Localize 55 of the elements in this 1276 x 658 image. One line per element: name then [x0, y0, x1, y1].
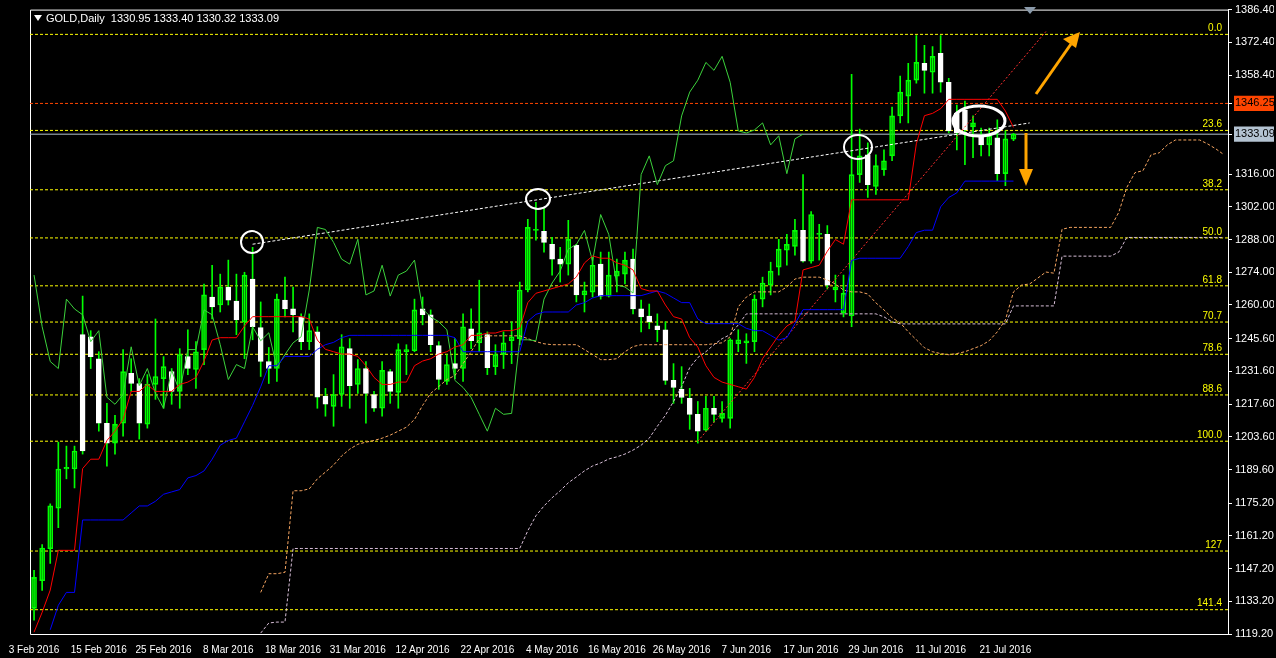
x-tick-label: 11 Jul 2016: [915, 643, 967, 655]
y-tick-label: 1333.09: [1235, 127, 1275, 140]
annotation: 127: [1205, 538, 1223, 550]
annotation: 0.0: [1208, 22, 1223, 34]
x-tick-label: 16 May 2016: [587, 643, 647, 655]
x-tick-label: 31 Mar 2016: [329, 643, 387, 655]
annotation: 100.0: [1196, 428, 1223, 440]
annotation: 78.6: [1202, 342, 1223, 354]
x-tick-label: 3 Feb 2016: [8, 643, 60, 655]
chart-title: GOLD,Daily 1330.95 1333.40 1330.32 1333.09: [46, 12, 280, 24]
x-tick-label: 8 Mar 2016: [203, 643, 255, 655]
x-tick-label: 17 Jun 2016: [783, 643, 840, 655]
line-series: [260, 139, 1225, 593]
x-tick-label: 25 Feb 2016: [135, 643, 193, 655]
y-tick-label: 1231.60: [1235, 364, 1275, 377]
y-tick-label: 1175.20: [1235, 496, 1274, 509]
annotation: 61.8: [1202, 273, 1223, 285]
y-tick-label: 1274.00: [1235, 265, 1275, 278]
annotation: 70.7: [1202, 309, 1223, 321]
x-tick-label: 29 Jun 2016: [848, 643, 904, 655]
x-tick-label: 4 May 2016: [525, 643, 579, 655]
y-tick-label: 1133.20: [1235, 594, 1274, 607]
y-tick-label: 1161.20: [1235, 528, 1274, 541]
x-tick-label: 26 May 2016: [652, 643, 711, 655]
y-tick-label: 1189.60: [1235, 462, 1274, 475]
y-tick-label: 1260.00: [1235, 298, 1275, 311]
annotation: 23.6: [1202, 118, 1223, 130]
x-tick-label: 21 Jul 2016: [979, 643, 1032, 655]
candlestick: [209, 264, 215, 320]
x-tick-label: 15 Feb 2016: [70, 643, 128, 655]
x-tick-label: 18 Mar 2016: [265, 643, 322, 655]
annotation: 88.6: [1202, 382, 1223, 394]
y-tick-label: 1316.00: [1235, 167, 1275, 180]
x-tick-label: 7 Jun 2016: [721, 643, 772, 655]
candlestick: [290, 286, 296, 333]
candlestick: [282, 276, 288, 318]
y-tick-label: 1147.20: [1235, 561, 1274, 574]
candlestick: [557, 246, 564, 283]
y-tick-label: 1346.25: [1235, 96, 1275, 109]
y-tick-label: 1203.60: [1235, 429, 1275, 442]
y-tick-label: 1119.20: [1235, 627, 1274, 640]
x-tick-label: 22 Apr 2016: [460, 643, 515, 655]
y-tick-label: 1372.40: [1235, 35, 1275, 48]
annotation: 141.4: [1196, 597, 1223, 609]
annotation: 50.0: [1202, 225, 1223, 237]
y-tick-label: 1245.60: [1235, 331, 1275, 344]
y-tick-label: 1288.00: [1235, 232, 1275, 245]
line-series: [260, 236, 1225, 634]
candlestick: [646, 303, 653, 330]
y-tick-label: 1302.00: [1235, 199, 1275, 212]
y-tick-label: 1358.40: [1235, 68, 1275, 81]
y-tick-label: 1217.60: [1235, 397, 1275, 410]
annotation: 38.2: [1202, 177, 1223, 189]
x-tick-label: 12 Apr 2016: [395, 643, 450, 655]
y-tick-label: 1386.40: [1235, 2, 1275, 15]
